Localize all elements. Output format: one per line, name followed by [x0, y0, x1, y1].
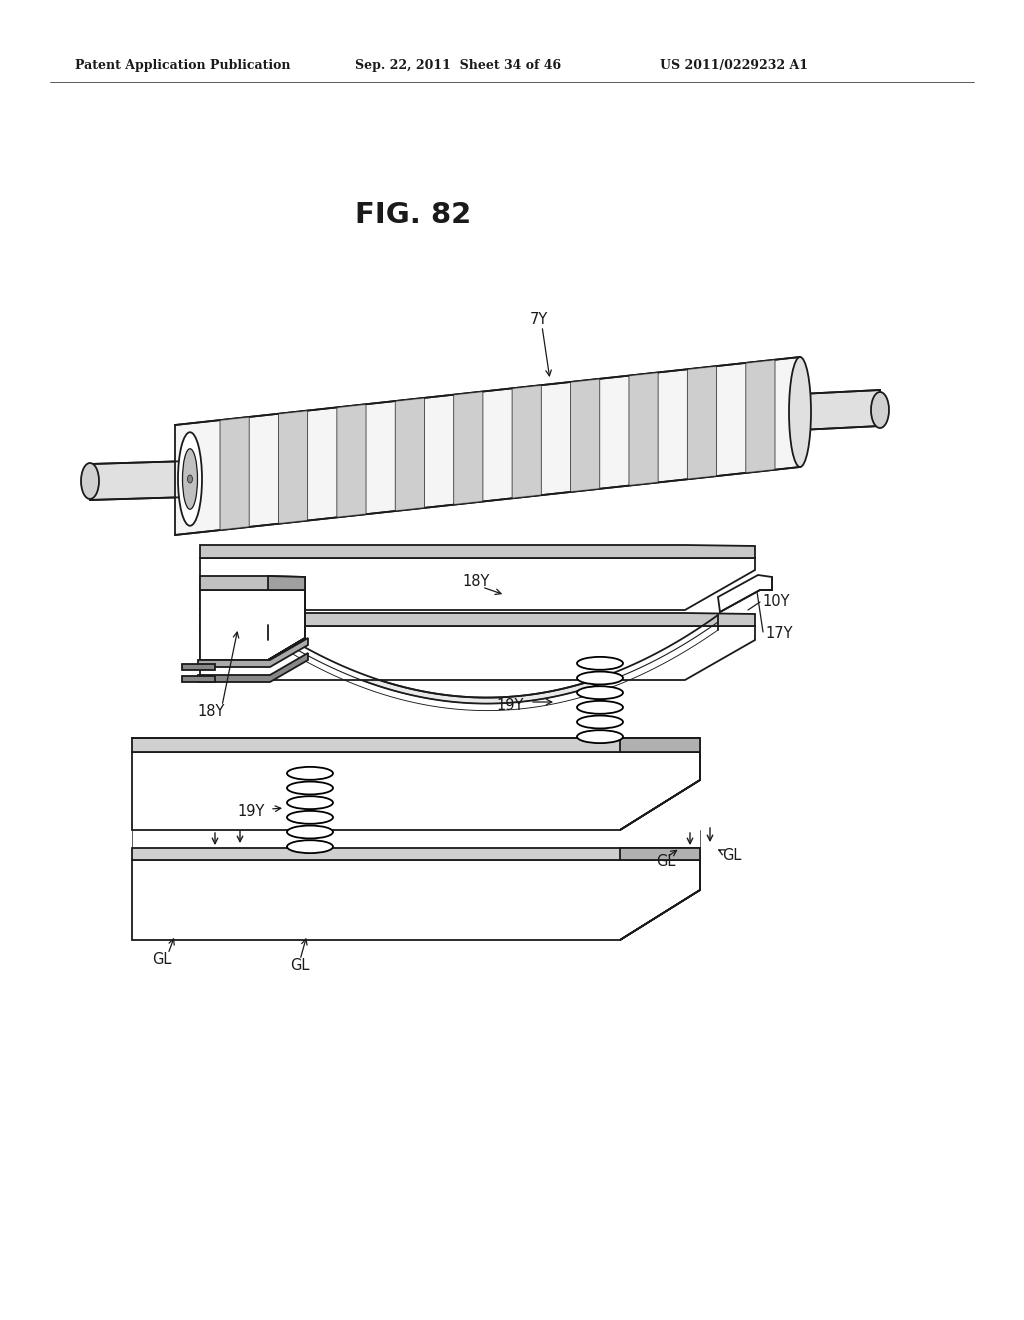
Ellipse shape [577, 657, 623, 669]
Text: 18Y: 18Y [197, 705, 224, 719]
Ellipse shape [287, 781, 333, 795]
Ellipse shape [178, 432, 202, 525]
Ellipse shape [287, 796, 333, 809]
Text: 10Y: 10Y [762, 594, 790, 610]
Text: 18Y: 18Y [462, 574, 489, 590]
Polygon shape [198, 638, 308, 667]
Polygon shape [220, 417, 249, 531]
Polygon shape [570, 379, 600, 492]
Polygon shape [268, 576, 305, 660]
Polygon shape [200, 545, 755, 558]
Ellipse shape [577, 701, 623, 714]
Polygon shape [90, 461, 190, 500]
Ellipse shape [287, 825, 333, 838]
Ellipse shape [287, 841, 333, 853]
Polygon shape [132, 861, 700, 940]
Polygon shape [279, 411, 307, 524]
Text: GL: GL [152, 953, 171, 968]
Polygon shape [132, 738, 700, 752]
Polygon shape [132, 752, 700, 830]
Text: US 2011/0229232 A1: US 2011/0229232 A1 [660, 58, 808, 71]
Polygon shape [512, 385, 542, 499]
Text: 17Y: 17Y [765, 627, 793, 642]
Ellipse shape [577, 686, 623, 700]
Polygon shape [745, 360, 775, 473]
Polygon shape [200, 558, 755, 610]
Polygon shape [718, 576, 772, 612]
Ellipse shape [287, 767, 333, 780]
Polygon shape [200, 626, 755, 680]
Ellipse shape [790, 356, 811, 467]
Polygon shape [200, 576, 305, 590]
Polygon shape [182, 676, 215, 682]
Polygon shape [395, 397, 425, 511]
Polygon shape [800, 389, 880, 430]
Text: 19Y: 19Y [497, 697, 524, 713]
Polygon shape [175, 356, 800, 535]
Ellipse shape [182, 449, 198, 510]
Ellipse shape [577, 672, 623, 685]
Text: GL: GL [656, 854, 676, 870]
Ellipse shape [871, 392, 889, 428]
Ellipse shape [577, 715, 623, 729]
Ellipse shape [287, 810, 333, 824]
Text: 7Y: 7Y [530, 313, 548, 327]
Polygon shape [620, 847, 700, 940]
Polygon shape [687, 366, 717, 479]
Polygon shape [268, 615, 718, 704]
Polygon shape [620, 738, 700, 830]
Text: GL: GL [290, 958, 309, 974]
Ellipse shape [187, 475, 193, 483]
Ellipse shape [577, 730, 623, 743]
Text: FIG. 82: FIG. 82 [355, 201, 471, 228]
Polygon shape [454, 392, 483, 504]
Ellipse shape [81, 463, 99, 499]
Polygon shape [132, 847, 700, 861]
Text: Patent Application Publication: Patent Application Publication [75, 58, 291, 71]
Polygon shape [337, 404, 366, 517]
Text: Sep. 22, 2011  Sheet 34 of 46: Sep. 22, 2011 Sheet 34 of 46 [355, 58, 561, 71]
Polygon shape [200, 612, 755, 626]
Polygon shape [182, 664, 215, 671]
Polygon shape [198, 653, 308, 682]
Polygon shape [200, 590, 305, 660]
Text: 19Y: 19Y [238, 804, 265, 820]
Text: GL: GL [722, 849, 741, 863]
Polygon shape [629, 372, 658, 486]
